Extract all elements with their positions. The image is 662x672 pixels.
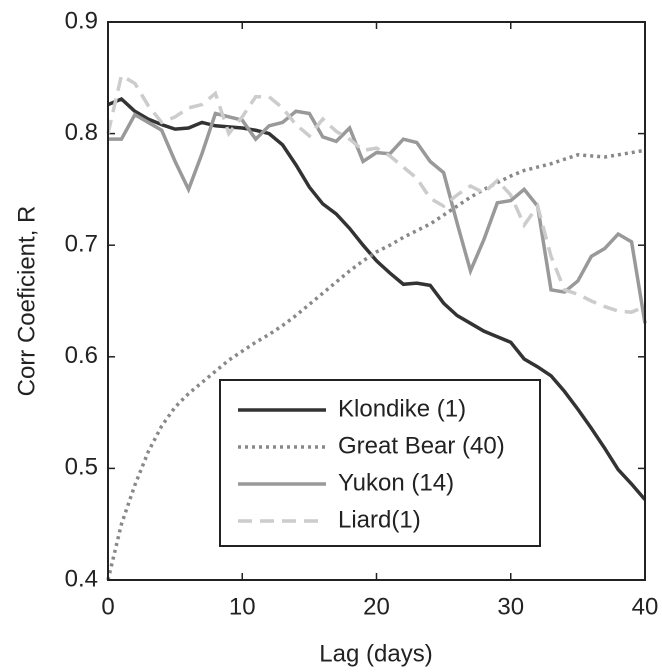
y-tick-label: 0.8 xyxy=(65,119,98,146)
legend-label: Yukon (14) xyxy=(338,469,454,496)
x-tick-label: 10 xyxy=(229,593,256,620)
series-line xyxy=(106,72,646,314)
legend-label: Klondike (1) xyxy=(338,395,466,422)
y-axis-label: Corr Coeficient, R xyxy=(13,206,40,397)
axes-frame xyxy=(107,21,646,581)
legend-box xyxy=(219,379,541,547)
series-line xyxy=(106,148,646,581)
y-tick-label: 0.4 xyxy=(65,565,98,592)
series-line xyxy=(107,96,647,501)
y-tick-label: 0.9 xyxy=(65,7,98,34)
x-tick-label: 30 xyxy=(497,593,524,620)
x-tick-label: 20 xyxy=(363,593,390,620)
legend-label: Liard(1) xyxy=(338,506,421,533)
y-tick-label: 0.7 xyxy=(65,231,98,258)
y-tick-label: 0.5 xyxy=(65,454,98,481)
y-tick-label: 0.6 xyxy=(65,342,98,369)
series-line xyxy=(108,109,647,324)
x-axis-label: Lag (days) xyxy=(319,640,432,667)
legend-label: Great Bear (40) xyxy=(338,432,505,459)
x-tick-label: 40 xyxy=(632,593,659,620)
x-tick-label: 0 xyxy=(101,593,114,620)
